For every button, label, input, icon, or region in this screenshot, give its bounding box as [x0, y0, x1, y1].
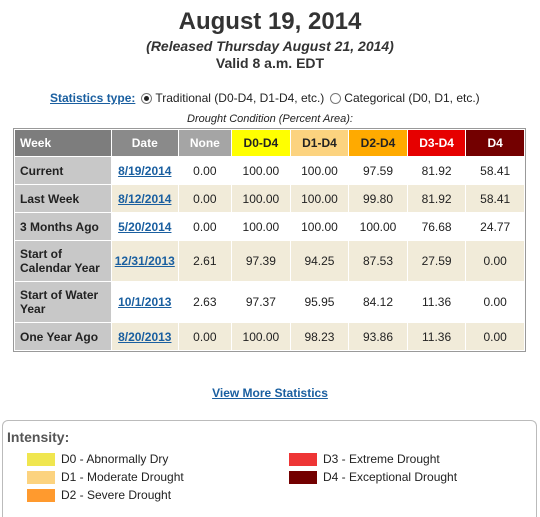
row-date: 10/1/2013 — [111, 282, 178, 322]
table-row: 3 Months Ago 5/20/2014 0.00 100.00 100.0… — [15, 213, 524, 240]
intensity-legend: Intensity: D0 - Abnormally Dry D1 - Mode… — [2, 420, 537, 517]
row-date: 8/20/2013 — [111, 323, 178, 350]
col-none: None — [178, 130, 232, 156]
cell-value: 11.36 — [407, 282, 466, 322]
release-date: (Released Thursday August 21, 2014) — [146, 38, 394, 54]
cell-value: 0.00 — [178, 213, 232, 240]
legend-title: Intensity: — [7, 429, 70, 445]
page-title: August 19, 2014 — [178, 8, 362, 35]
radio-traditional[interactable] — [141, 92, 153, 104]
cell-value: 27.59 — [407, 241, 466, 281]
cell-value: 94.25 — [290, 241, 349, 281]
cell-value: 0.00 — [466, 282, 524, 322]
legend-item-d3: D3 - Extreme Drought — [289, 452, 440, 466]
cell-value: 100.00 — [290, 185, 349, 212]
view-more-statistics-link[interactable]: View More Statistics — [212, 386, 328, 400]
cell-value: 81.92 — [407, 157, 466, 184]
legend-label: D2 - Severe Drought — [61, 488, 172, 502]
table-header-row: Week Date None D0-D4 D1-D4 D2-D4 D3-D4 D… — [15, 130, 524, 156]
date-link[interactable]: 10/1/2013 — [118, 295, 172, 309]
option-traditional-label[interactable]: Traditional (D0-D4, D1-D4, etc.) — [155, 91, 325, 105]
cell-value: 0.00 — [466, 241, 524, 281]
cell-value: 100.00 — [232, 213, 290, 240]
drought-condition-caption: Drought Condition (Percent Area): — [187, 113, 353, 125]
cell-value: 100.00 — [232, 323, 290, 350]
col-d2-d4: D2-D4 — [349, 130, 407, 156]
col-week: Week — [15, 130, 111, 156]
date-link[interactable]: 8/19/2014 — [118, 163, 172, 178]
drought-statistics-table: Week Date None D0-D4 D1-D4 D2-D4 D3-D4 D… — [13, 128, 526, 352]
statistics-type-link[interactable]: Statistics type: — [50, 91, 136, 105]
cell-value: 95.95 — [290, 282, 349, 322]
col-d1-d4: D1-D4 — [290, 130, 349, 156]
row-week: Start of Calendar Year — [15, 241, 111, 281]
col-d4: D4 — [466, 130, 524, 156]
cell-value: 0.00 — [178, 157, 232, 184]
legend-label: D4 - Exceptional Drought — [323, 470, 458, 484]
cell-value: 100.00 — [232, 185, 290, 212]
cell-value: 97.39 — [232, 241, 290, 281]
statistics-type-selector: Statistics type: Traditional (D0-D4, D1-… — [50, 91, 486, 105]
row-week: One Year Ago — [15, 323, 111, 350]
cell-value: 93.86 — [349, 323, 407, 350]
date-link[interactable]: 8/20/2013 — [118, 329, 172, 344]
option-categorical-label[interactable]: Categorical (D0, D1, etc.) — [344, 91, 480, 105]
legend-label: D3 - Extreme Drought — [323, 452, 440, 466]
col-d3-d4: D3-D4 — [407, 130, 466, 156]
legend-swatch — [27, 452, 55, 466]
legend-item-d2: D2 - Severe Drought — [27, 488, 171, 502]
cell-value: 97.37 — [232, 282, 290, 322]
row-date: 8/19/2014 — [111, 157, 178, 184]
legend-label: D0 - Abnormally Dry — [61, 452, 169, 466]
legend-swatch — [27, 488, 55, 502]
cell-value: 0.00 — [178, 323, 232, 350]
cell-value: 100.00 — [232, 157, 290, 184]
cell-value: 100.00 — [349, 213, 407, 240]
cell-value: 0.00 — [466, 323, 524, 350]
row-week: Last Week — [15, 185, 111, 212]
cell-value: 97.59 — [349, 157, 407, 184]
legend-item-d4: D4 - Exceptional Drought — [289, 470, 457, 484]
table-row: Current 8/19/2014 0.00 100.00 100.00 97.… — [15, 157, 524, 184]
cell-value: 2.63 — [178, 282, 232, 322]
legend-swatch — [27, 470, 55, 484]
cell-value: 2.61 — [178, 241, 232, 281]
cell-value: 58.41 — [466, 157, 524, 184]
col-d0-d4: D0-D4 — [232, 130, 290, 156]
cell-value: 58.41 — [466, 185, 524, 212]
row-week: Current — [15, 157, 111, 184]
table-row: Last Week 8/12/2014 0.00 100.00 100.00 9… — [15, 185, 524, 212]
cell-value: 100.00 — [290, 157, 349, 184]
cell-value: 84.12 — [349, 282, 407, 322]
cell-value: 98.23 — [290, 323, 349, 350]
radio-categorical[interactable] — [330, 92, 342, 104]
cell-value: 100.00 — [290, 213, 349, 240]
date-link[interactable]: 8/12/2014 — [118, 191, 172, 206]
legend-label: D1 - Moderate Drought — [61, 470, 184, 484]
row-date: 8/12/2014 — [111, 185, 178, 212]
date-link[interactable]: 12/31/2013 — [114, 254, 175, 268]
cell-value: 24.77 — [466, 213, 524, 240]
table-row: One Year Ago 8/20/2013 0.00 100.00 98.23… — [15, 323, 524, 350]
row-date: 12/31/2013 — [111, 241, 178, 281]
cell-value: 81.92 — [407, 185, 466, 212]
col-date: Date — [111, 130, 178, 156]
legend-item-d1: D1 - Moderate Drought — [27, 470, 184, 484]
cell-value: 11.36 — [407, 323, 466, 350]
row-week: 3 Months Ago — [15, 213, 111, 240]
valid-time: Valid 8 a.m. EDT — [215, 55, 325, 71]
cell-value: 99.80 — [349, 185, 407, 212]
cell-value: 0.00 — [178, 185, 232, 212]
legend-swatch — [289, 452, 317, 466]
table-row: Start of Calendar Year 12/31/2013 2.61 9… — [15, 241, 524, 281]
cell-value: 76.68 — [407, 213, 466, 240]
legend-item-d0: D0 - Abnormally Dry — [27, 452, 168, 466]
date-link[interactable]: 5/20/2014 — [118, 219, 172, 234]
row-week: Start of Water Year — [15, 282, 111, 322]
row-date: 5/20/2014 — [111, 213, 178, 240]
table-row: Start of Water Year 10/1/2013 2.63 97.37… — [15, 282, 524, 322]
cell-value: 87.53 — [349, 241, 407, 281]
legend-swatch — [289, 470, 317, 484]
